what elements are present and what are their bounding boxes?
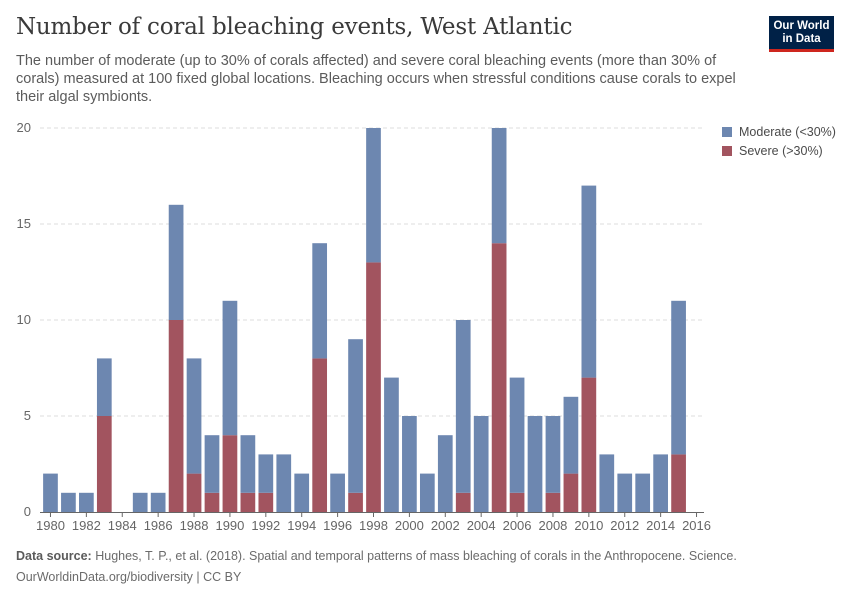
bar-moderate (635, 473, 651, 512)
chart-title: Number of coral bleaching events, West A… (16, 14, 573, 40)
bar-moderate (132, 492, 148, 512)
bar-severe (204, 492, 220, 512)
x-tick-label: 2012 (610, 518, 639, 533)
x-tick-label: 1982 (72, 518, 101, 533)
bar-moderate (509, 377, 525, 493)
bar-severe (96, 416, 112, 512)
x-tick-label: 2008 (538, 518, 567, 533)
data-source: Data source: Hughes, T. P., et al. (2018… (16, 549, 737, 563)
bar-severe (366, 262, 381, 512)
bar-moderate (240, 435, 256, 493)
bar-moderate (312, 243, 328, 359)
x-tick-label: 1990 (215, 518, 244, 533)
bar-moderate (402, 416, 417, 512)
bar-moderate (61, 492, 76, 512)
bar-severe (509, 492, 525, 512)
bar-moderate (653, 454, 668, 512)
legend: Moderate (<30%) Severe (>30%) (722, 122, 836, 160)
legend-swatch-severe (722, 145, 732, 156)
bar-moderate (348, 339, 363, 493)
bar-moderate (366, 128, 381, 263)
x-tick-label: 2010 (574, 518, 603, 533)
bar-moderate (384, 377, 399, 512)
legend-item-moderate[interactable]: Moderate (<30%) (722, 122, 836, 141)
x-tick-label: 2006 (503, 518, 532, 533)
bar-severe (348, 492, 363, 512)
footer-link-line: OurWorldinData.org/biodiversity | CC BY (16, 570, 241, 584)
x-tick-label: 1992 (251, 518, 280, 533)
bar-moderate (581, 185, 597, 378)
bar-moderate (545, 416, 561, 493)
logo-line-1: Our World (773, 20, 830, 32)
owid-logo[interactable]: Our World in Data (769, 16, 834, 52)
bar-moderate (617, 473, 633, 512)
bar-moderate (150, 492, 166, 512)
bar-moderate (527, 416, 543, 512)
bar-moderate (294, 473, 310, 512)
bar-severe (312, 358, 328, 512)
logo-line-2: in Data (782, 33, 821, 45)
bar-moderate (563, 396, 579, 474)
bar-moderate (79, 492, 94, 512)
x-tick-label: 1994 (287, 518, 316, 533)
bar-moderate (43, 473, 58, 512)
bar-severe (186, 473, 202, 512)
x-tick-label: 2016 (682, 518, 711, 533)
bar-severe (545, 492, 561, 512)
bar-moderate (96, 358, 112, 416)
x-tick-label: 1984 (108, 518, 137, 533)
bar-severe (258, 492, 274, 512)
x-tick-label: 2004 (467, 518, 496, 533)
bar-severe (455, 492, 471, 512)
bar-moderate (455, 320, 471, 493)
bar-moderate (491, 128, 507, 244)
bar-moderate (258, 454, 274, 493)
bar-moderate (204, 435, 220, 493)
x-tick-label: 1998 (359, 518, 388, 533)
bar-severe (581, 377, 597, 512)
y-tick-label: 10 (17, 312, 31, 327)
bar-severe (671, 454, 686, 512)
y-tick-label: 20 (17, 120, 31, 135)
legend-label-moderate: Moderate (<30%) (739, 124, 836, 139)
legend-swatch-moderate (722, 126, 732, 137)
bar-moderate (599, 454, 615, 512)
license-text: | CC BY (196, 570, 242, 584)
bar-moderate (186, 358, 202, 474)
y-tick-label: 5 (24, 408, 31, 423)
bar-severe (222, 435, 238, 512)
x-tick-label: 2014 (646, 518, 675, 533)
legend-label-severe: Severe (>30%) (739, 143, 823, 158)
data-source-text: Hughes, T. P., et al. (2018). Spatial an… (95, 549, 737, 563)
x-tick-label: 1988 (180, 518, 209, 533)
chart-subtitle: The number of moderate (up to 30% of cor… (16, 53, 736, 105)
bar-severe (491, 243, 507, 512)
legend-item-severe[interactable]: Severe (>30%) (722, 141, 836, 160)
bar-chart: 0 5 10 15 20 1980 1982 1984 1986 1988 1990 1992 1994… (17, 120, 711, 533)
y-tick-label: 15 (17, 216, 31, 231)
x-tick-label: 2002 (431, 518, 460, 533)
bar-severe (240, 492, 256, 512)
y-tick-label: 0 (24, 504, 31, 519)
bar-moderate (276, 454, 292, 512)
bar-moderate (330, 473, 345, 512)
x-tick-label: 1996 (323, 518, 352, 533)
data-source-label: Data source: (16, 549, 92, 563)
owid-link[interactable]: OurWorldinData.org/biodiversity (16, 570, 193, 584)
bar-moderate (437, 435, 453, 512)
bar-moderate (222, 300, 238, 436)
bar-severe (563, 473, 579, 512)
bar-severe (168, 320, 184, 512)
x-tick-label: 1980 (36, 518, 65, 533)
bar-moderate (671, 300, 686, 455)
bar-moderate (419, 473, 435, 512)
bar-moderate (168, 204, 184, 320)
bar-moderate (473, 416, 489, 512)
x-tick-label: 1986 (144, 518, 173, 533)
x-tick-label: 2000 (395, 518, 424, 533)
